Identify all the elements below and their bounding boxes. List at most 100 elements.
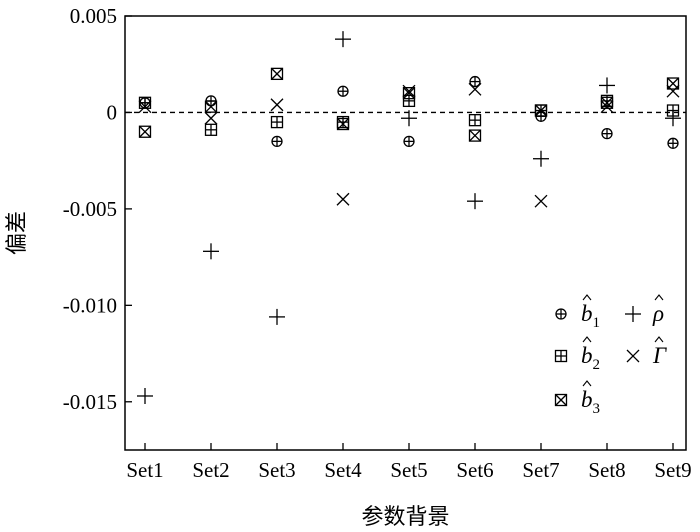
y-tick-label: -0.005 xyxy=(63,197,117,221)
data-marks xyxy=(137,31,681,404)
point-b2-set2 xyxy=(204,123,218,136)
marker-diag2 xyxy=(600,100,614,114)
x-tick-label: Set1 xyxy=(126,458,163,482)
legend-hat-gamma xyxy=(654,336,664,343)
axes xyxy=(124,15,687,451)
y-tick-label: 0 xyxy=(107,100,118,124)
legend-marker-b2 xyxy=(554,349,568,363)
marker-square xyxy=(204,100,218,113)
point-b2-set6 xyxy=(468,114,482,127)
point-rho-set9 xyxy=(665,110,681,127)
x-tick-label: Set6 xyxy=(456,458,493,482)
x-tick-label: Set4 xyxy=(324,458,362,482)
legend-label-gamma: Γ xyxy=(652,343,667,368)
legend-hat-b2 xyxy=(582,336,592,343)
point-gamma-set7 xyxy=(534,194,548,208)
x-tick-label: Set7 xyxy=(522,458,559,482)
point-b1-set6 xyxy=(469,75,481,88)
point-rho-set7 xyxy=(533,150,549,167)
y-tick-label: -0.015 xyxy=(63,390,117,414)
marker-diag2 xyxy=(270,98,284,112)
marker-square xyxy=(402,87,416,100)
marker-square xyxy=(270,67,284,81)
marker-diag2 xyxy=(271,67,283,80)
x-tick-label: Set5 xyxy=(390,458,427,482)
x-tick-label: Set9 xyxy=(654,458,691,482)
legend-hat-rho xyxy=(654,294,664,301)
legend-hat-b1 xyxy=(582,294,592,301)
x-tick-label: Set8 xyxy=(588,458,625,482)
legend-marker-gamma xyxy=(626,349,640,363)
marker-diag2 xyxy=(205,100,217,113)
legend-marker-b3 xyxy=(554,393,568,407)
marker-square xyxy=(666,77,680,90)
legend-label-b2: b2 xyxy=(581,343,600,373)
marker-square xyxy=(138,125,152,138)
point-b2-set3 xyxy=(270,115,284,129)
point-b3-set6 xyxy=(468,129,482,142)
point-rho-set4 xyxy=(335,31,351,48)
point-gamma-set1 xyxy=(138,100,152,114)
marker-diag2 xyxy=(336,192,350,206)
point-b1-set4 xyxy=(337,85,349,97)
point-rho-set2 xyxy=(203,243,219,260)
legend-label-b1: b1 xyxy=(581,301,600,331)
marker-diag2 xyxy=(535,104,547,117)
point-gamma-set6 xyxy=(468,82,482,96)
legend-hat-b3 xyxy=(582,380,592,387)
marker-diag2 xyxy=(626,349,640,363)
point-b3-set2 xyxy=(204,100,218,113)
x-tick-label: Set3 xyxy=(258,458,295,482)
marker-square xyxy=(468,129,482,142)
x-axis-title: 参数背景 xyxy=(361,505,449,530)
point-b3-set4 xyxy=(336,117,350,131)
marker-diag2 xyxy=(666,84,680,98)
marker-square xyxy=(336,117,350,131)
marker-diag2 xyxy=(403,87,415,100)
legend: b1 b2 b3 ρΓ xyxy=(554,294,667,417)
plot-frame xyxy=(124,15,687,451)
point-b3-set1 xyxy=(138,125,152,138)
legend-marker-b1 xyxy=(555,308,567,320)
point-gamma-set2 xyxy=(204,111,218,125)
point-rho-set8 xyxy=(599,77,615,94)
point-b2-set5 xyxy=(402,94,416,108)
marker-diag2 xyxy=(555,394,567,406)
point-b3-set7 xyxy=(534,104,548,117)
x-tick-label: Set2 xyxy=(192,458,229,482)
ticks: 0.005 0 -0.005 -0.010 -0.015 Set1 Set2 Set3 Set4… xyxy=(63,4,692,482)
y-tick-label: 0.005 xyxy=(70,4,117,28)
legend-label-rho: ρ xyxy=(652,301,664,326)
marker-square xyxy=(600,96,614,109)
marker-diag2 xyxy=(139,125,151,138)
point-gamma-set9 xyxy=(666,84,680,98)
point-b3-set5 xyxy=(402,87,416,100)
point-rho-set3 xyxy=(269,308,285,325)
point-b1-set9 xyxy=(667,137,679,149)
point-gamma-set4 xyxy=(336,192,350,206)
point-gamma-set8 xyxy=(600,100,614,114)
point-rho-set5 xyxy=(401,110,417,127)
y-axis-title: 偏差 xyxy=(5,211,30,255)
point-b1-set3 xyxy=(271,135,283,148)
y-tick-label: -0.010 xyxy=(63,293,117,317)
point-rho-set6 xyxy=(467,193,483,210)
marker-diag2 xyxy=(468,82,482,96)
legend-marker-rho xyxy=(625,306,641,322)
point-b3-set3 xyxy=(270,67,284,81)
marker-diag2 xyxy=(138,100,152,114)
marker-square xyxy=(534,104,548,117)
point-gamma-set3 xyxy=(270,98,284,112)
marker-square xyxy=(554,393,568,407)
point-rho-set1 xyxy=(137,387,153,404)
legend-label-b3: b3 xyxy=(581,387,600,417)
marker-diag2 xyxy=(204,111,218,125)
marker-diag2 xyxy=(534,194,548,208)
marker-diag2 xyxy=(601,96,613,109)
point-b1-set8 xyxy=(601,128,613,140)
marker-diag2 xyxy=(402,84,416,98)
marker-diag2 xyxy=(337,118,349,130)
point-gamma-set5 xyxy=(402,84,416,98)
point-b3-set8 xyxy=(600,96,614,109)
